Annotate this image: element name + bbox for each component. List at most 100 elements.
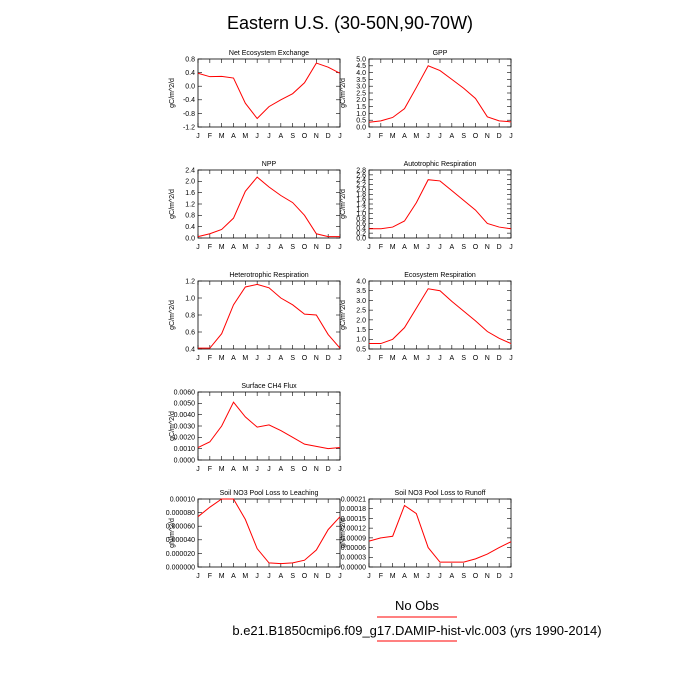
y-tick-label: 0.000040 [166, 537, 195, 544]
y-tick-label: 1.6 [356, 197, 366, 204]
y-tick-label: 0.5 [356, 346, 366, 353]
y-tick-label: 3.0 [356, 298, 366, 305]
y-tick-label: 2.8 [356, 167, 366, 174]
y-axis-label: gC/m^2/d [169, 78, 176, 108]
y-tick-label: 0.00015 [341, 516, 366, 523]
x-tick-label: J [267, 466, 271, 473]
x-tick-label: F [379, 133, 383, 140]
panel-title: Soil NO3 Pool Loss to Runoff [395, 490, 486, 497]
x-tick-label: A [231, 133, 236, 140]
y-tick-label: 0.2 [356, 231, 366, 238]
y-tick-label: 0.4 [185, 346, 195, 353]
x-tick-label: N [485, 244, 490, 251]
y-tick-label: 0.000060 [166, 524, 195, 531]
y-tick-label: 1.0 [356, 111, 366, 118]
y-tick-label: -0.4 [183, 97, 195, 104]
x-tick-label: J [438, 573, 442, 580]
chart-panel-5: Ecosystem Respiration 4.0 3.5 3.0 2.5 2.0 1.5 1… [340, 272, 513, 362]
x-tick-label: O [473, 244, 479, 251]
y-tick-label: 5.0 [356, 56, 366, 63]
panel-title: Surface CH4 Flux [241, 383, 297, 390]
x-tick-label: J [367, 355, 371, 362]
y-tick-label: 0.00009 [341, 535, 366, 542]
plot-frame [197, 391, 341, 461]
x-tick-label: D [326, 355, 331, 362]
panel-title: GPP [433, 50, 448, 57]
x-tick-label: A [449, 244, 454, 251]
x-tick-label: A [231, 355, 236, 362]
y-tick-label: 0.000020 [166, 551, 195, 558]
x-tick-label: M [219, 573, 225, 580]
y-tick-label: 2.5 [356, 308, 366, 315]
x-tick-label: J [509, 573, 513, 580]
y-tick-label: 1.0 [356, 211, 366, 218]
x-tick-label: J [196, 466, 200, 473]
y-tick-label: 0.000000 [166, 564, 195, 571]
series-line-0 [369, 179, 512, 230]
x-tick-label: D [497, 133, 502, 140]
x-tick-label: O [302, 573, 308, 580]
y-tick-label: 0.4 [185, 224, 195, 231]
x-tick-label: D [326, 244, 331, 251]
x-tick-label: J [509, 244, 513, 251]
x-tick-label: S [290, 133, 295, 140]
x-tick-label: M [219, 244, 225, 251]
y-tick-label: 0.00010 [170, 496, 195, 503]
y-tick-label: 0.4 [185, 70, 195, 77]
x-tick-label: O [302, 355, 308, 362]
x-tick-label: A [402, 573, 407, 580]
y-tick-label: 0.0 [356, 235, 366, 242]
chart-panel-3: Autotrophic Respiration2.82.62.42.22.01.… [340, 161, 513, 251]
x-tick-label: J [255, 466, 259, 473]
y-tick-label: 0.8 [185, 56, 195, 63]
y-tick-label: 1.8 [356, 192, 366, 199]
x-tick-label: F [208, 133, 212, 140]
y-tick-label: 3.5 [356, 77, 366, 84]
y-tick-label: 4.0 [356, 278, 366, 285]
x-tick-label: A [402, 244, 407, 251]
y-tick-label: 0.0 [185, 235, 195, 242]
x-tick-label: A [278, 573, 283, 580]
y-tick-label: 0.8 [185, 312, 195, 319]
x-tick-label: N [485, 355, 490, 362]
legend-obs-label: No Obs [395, 598, 440, 613]
y-tick-label: 0.8 [185, 213, 195, 220]
x-tick-label: M [219, 133, 225, 140]
x-tick-label: A [278, 466, 283, 473]
x-tick-label: J [338, 466, 342, 473]
y-tick-label: 1.2 [185, 278, 195, 285]
x-tick-label: J [196, 573, 200, 580]
y-tick-label: 2.6 [356, 172, 366, 179]
x-tick-label: O [473, 133, 479, 140]
x-tick-label: N [314, 355, 319, 362]
x-tick-label: J [267, 573, 271, 580]
y-tick-label: 0.0060 [174, 389, 196, 396]
x-tick-label: M [242, 573, 248, 580]
chart-panel-4: Heterotrophic Respiration 1.2 1.0 0.8 0.6 0.4… [169, 272, 342, 362]
x-tick-label: D [497, 244, 502, 251]
y-tick-label: 0.0020 [174, 435, 196, 442]
x-tick-label: M [390, 355, 396, 362]
x-tick-label: J [509, 355, 513, 362]
y-axis-label: gC/m^2/d [169, 189, 176, 219]
x-tick-label: M [242, 133, 248, 140]
series-line-0 [369, 288, 512, 345]
x-tick-label: J [438, 133, 442, 140]
y-tick-label: 3.5 [356, 288, 366, 295]
plot-frame [368, 58, 512, 128]
x-tick-label: A [402, 133, 407, 140]
plot-frame [368, 498, 512, 568]
y-tick-label: -1.2 [183, 124, 195, 131]
x-tick-label: A [449, 573, 454, 580]
x-tick-label: M [413, 133, 419, 140]
x-tick-label: N [314, 573, 319, 580]
y-tick-label: 0.0040 [174, 412, 196, 419]
plot-frame [197, 280, 341, 350]
y-tick-label: -0.8 [183, 111, 195, 118]
x-tick-label: J [255, 355, 259, 362]
x-tick-label: N [314, 244, 319, 251]
x-tick-label: A [231, 466, 236, 473]
y-tick-label: 1.6 [185, 190, 195, 197]
x-tick-label: S [290, 355, 295, 362]
x-tick-label: M [413, 355, 419, 362]
